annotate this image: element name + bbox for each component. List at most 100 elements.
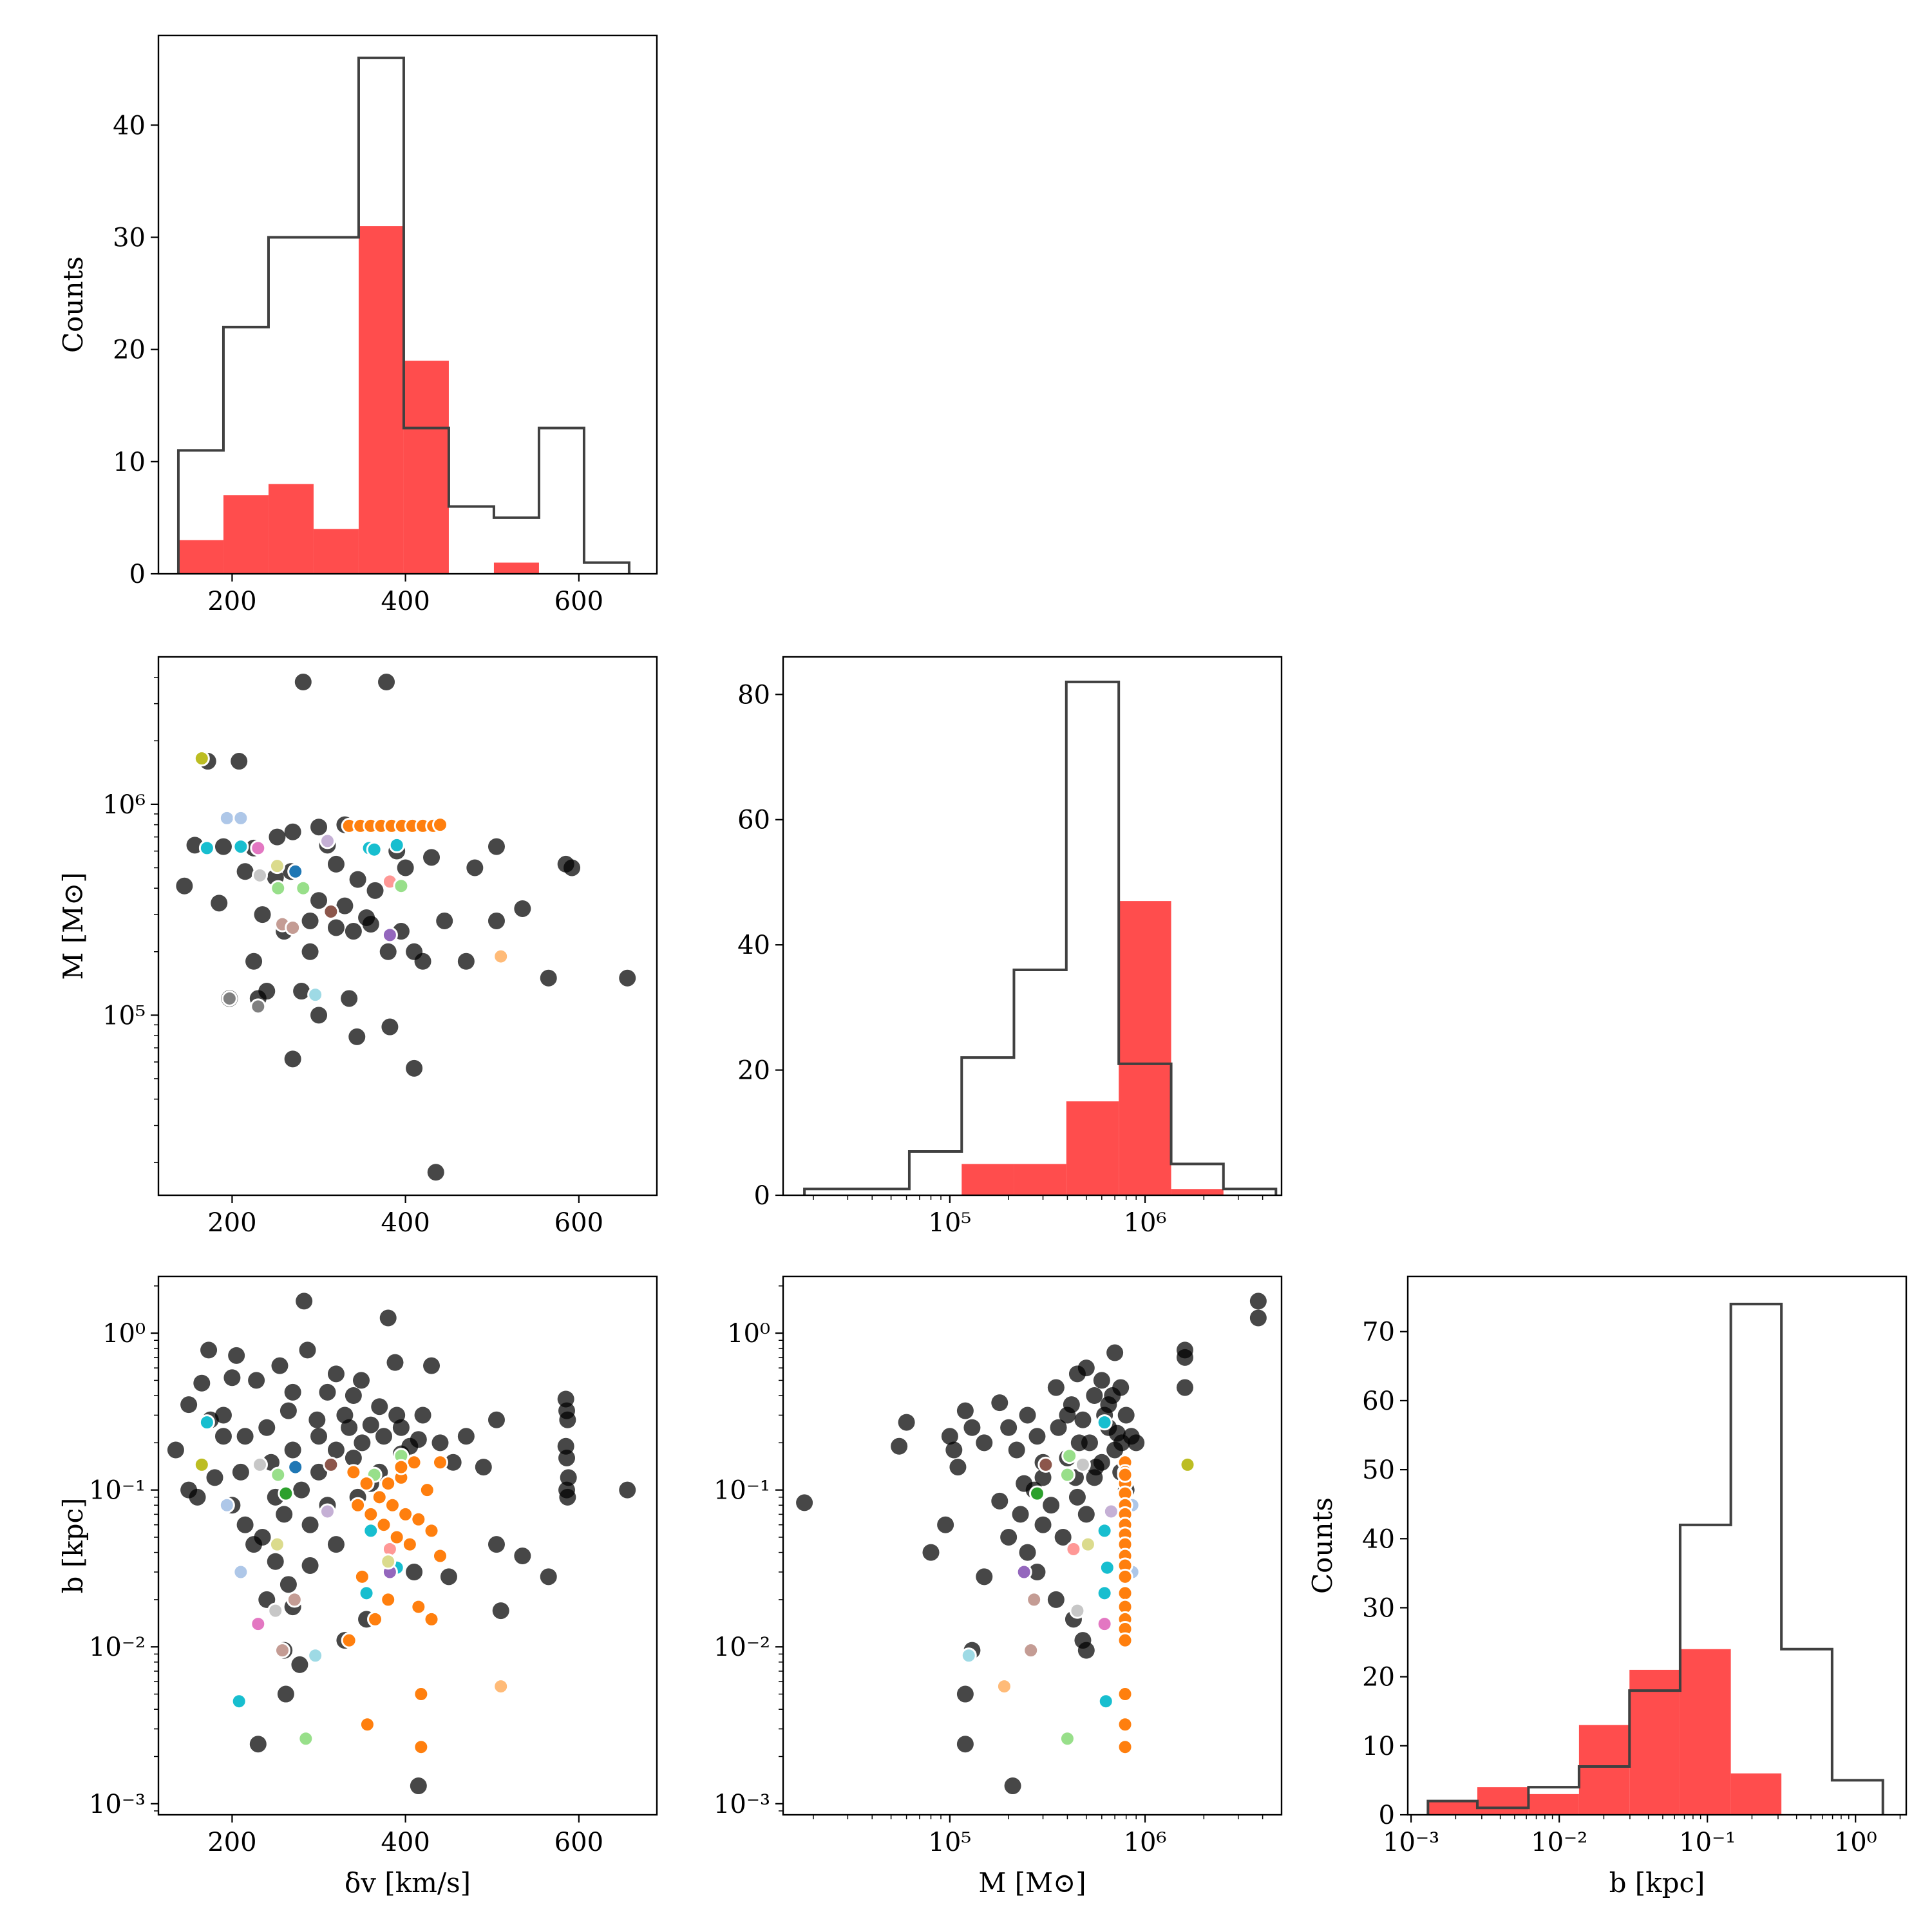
data-point-selected	[1061, 1448, 1078, 1464]
data-point-selected	[423, 1611, 440, 1627]
data-point-all	[354, 1434, 371, 1452]
data-point-selected	[1074, 1456, 1091, 1473]
data-point-selected	[1037, 1456, 1054, 1473]
data-point-all	[540, 969, 557, 987]
x-tick-label: 400	[381, 1828, 430, 1857]
data-point-all	[1047, 1591, 1065, 1608]
data-point-all	[284, 1050, 301, 1068]
data-point-all	[236, 1428, 254, 1445]
plot-area	[176, 56, 630, 574]
data-point-all	[1104, 1387, 1121, 1405]
y-tick-label: 60	[737, 806, 770, 835]
data-point-all	[358, 909, 375, 926]
data-point-all	[1000, 1528, 1018, 1546]
data-point-all	[284, 1383, 301, 1401]
data-point-selected	[193, 750, 210, 767]
data-point-all	[1008, 1441, 1025, 1459]
data-point-all	[375, 1428, 392, 1445]
data-point-all	[540, 1568, 557, 1586]
data-point-all	[327, 1536, 345, 1553]
data-point-all	[1128, 1434, 1145, 1452]
data-point-all	[475, 1459, 492, 1476]
axis-frame	[157, 1275, 658, 1816]
x-tick-label: 10⁶	[1124, 1208, 1167, 1238]
data-point-all	[492, 1602, 509, 1620]
y-tick-label: 10⁵	[102, 1001, 146, 1030]
all-step-histogram	[1426, 1302, 1884, 1815]
panel-histogram-delta-v: 200 400 600 0 10 20 30 40 Counts	[57, 34, 658, 616]
x-tick-label: 10⁻¹	[1679, 1828, 1736, 1857]
data-point-all	[211, 895, 228, 912]
data-point-all	[1070, 1434, 1088, 1452]
data-point-selected	[960, 1647, 977, 1664]
data-point-selected	[269, 858, 285, 875]
data-point-all	[186, 837, 204, 854]
y-tick-label: 10⁻²	[89, 1633, 146, 1662]
data-point-selected	[298, 1730, 314, 1747]
data-point-selected	[350, 1497, 366, 1513]
selected-bar	[178, 540, 223, 574]
x-tick-label: 600	[554, 1208, 603, 1238]
data-point-selected	[267, 1602, 284, 1619]
data-point-all	[558, 1449, 576, 1466]
data-point-selected	[388, 1529, 405, 1546]
data-point-selected	[1079, 1536, 1096, 1553]
x-axis-label: b [kpc]	[1609, 1867, 1705, 1899]
data-point-selected	[358, 1585, 375, 1602]
data-point-all	[167, 1441, 184, 1459]
data-point-all	[301, 943, 319, 960]
data-point-selected	[1023, 1642, 1039, 1659]
x-tick-label: 200	[207, 587, 256, 616]
x-tick-label: 400	[381, 587, 430, 616]
data-point-selected	[250, 840, 267, 857]
data-point-all	[341, 990, 358, 1007]
data-point-selected	[371, 1489, 388, 1506]
y-tick-label: 40	[1362, 1524, 1395, 1554]
x-tick-label: 200	[207, 1828, 256, 1857]
data-point-selected	[295, 880, 312, 896]
data-point-selected	[250, 998, 267, 1015]
data-point-all	[410, 1777, 427, 1795]
data-point-all	[1077, 1359, 1095, 1377]
data-point-selected	[278, 1485, 294, 1502]
x-axis-label: δv [km/s]	[345, 1867, 471, 1899]
data-point-selected	[1096, 1414, 1113, 1431]
data-point-selected	[410, 1511, 427, 1528]
data-point-selected	[366, 841, 383, 858]
plot-area	[176, 674, 636, 1181]
data-point-all	[431, 1434, 449, 1452]
data-point-all	[949, 1459, 967, 1476]
data-point-all	[1028, 1564, 1046, 1581]
data-point-selected	[286, 1591, 303, 1608]
data-point-selected	[413, 1686, 430, 1703]
y-tick-label: 10⁰	[727, 1319, 770, 1349]
data-point-selected	[493, 1678, 509, 1695]
y-tick-label: 80	[737, 680, 770, 710]
data-point-all	[1176, 1379, 1193, 1396]
data-point-all	[327, 855, 345, 873]
data-point-all	[956, 1685, 974, 1703]
y-tick-label: 0	[129, 560, 146, 589]
data-point-all	[1093, 1372, 1110, 1389]
data-point-selected	[274, 1642, 290, 1659]
data-point-all	[327, 1365, 345, 1383]
x-tick-label: 10⁻²	[1531, 1828, 1587, 1857]
data-point-selected	[423, 1522, 440, 1539]
data-point-all	[922, 1544, 940, 1561]
x-tick-label: 400	[381, 1208, 430, 1238]
data-point-all	[294, 674, 312, 691]
all-step-histogram	[803, 680, 1278, 1195]
data-point-all	[559, 1488, 576, 1506]
data-point-all	[1176, 1349, 1193, 1366]
data-point-all	[1054, 1528, 1072, 1546]
data-point-all	[284, 823, 301, 840]
data-point-selected	[319, 1503, 336, 1520]
data-point-all	[976, 1434, 993, 1452]
data-point-all	[279, 1402, 297, 1419]
data-point-all	[206, 1469, 223, 1486]
data-point-all	[1068, 1488, 1086, 1506]
data-point-all	[991, 1394, 1009, 1412]
data-point-all	[327, 1441, 345, 1459]
data-point-all	[457, 952, 475, 970]
data-point-all	[258, 1591, 276, 1608]
